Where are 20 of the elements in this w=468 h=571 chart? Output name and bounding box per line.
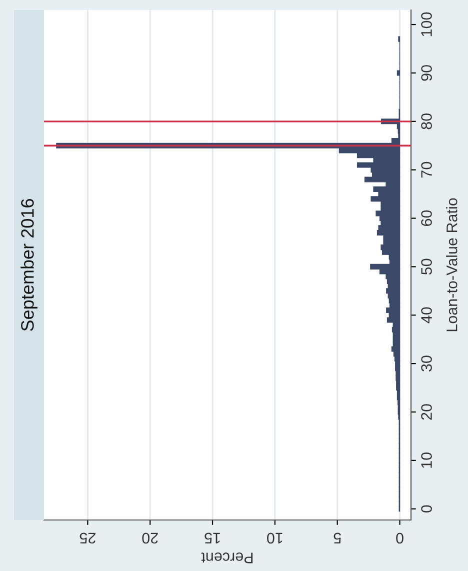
y-tick-label: 80	[421, 113, 432, 130]
x-tick-label: 20	[142, 532, 158, 544]
x-axis-title: Percent	[201, 552, 253, 564]
text: September 2016	[20, 199, 38, 331]
x-tick-label: 15	[204, 532, 220, 544]
y-tick-label: 20	[421, 404, 432, 420]
x-tick-label: 5	[334, 532, 341, 544]
y-tick-label: 90	[421, 65, 432, 81]
x-tick-label: 25	[80, 532, 96, 544]
y-tick-label: 70	[421, 162, 432, 178]
x-tick-label: 0	[396, 532, 404, 544]
y-axis-title: Loan-to-Value Ratio	[446, 198, 458, 332]
y-tick-label: 40	[421, 307, 432, 324]
y-tick-label: 0	[421, 505, 432, 513]
y-tick-label: 100	[421, 12, 432, 36]
y-tick-label: 30	[421, 356, 432, 372]
y-tick-label: 50	[421, 258, 432, 275]
y-tick-label: 60	[421, 210, 432, 226]
x-tick-label: 10	[267, 532, 282, 544]
y-tick-label: 10	[421, 452, 432, 468]
